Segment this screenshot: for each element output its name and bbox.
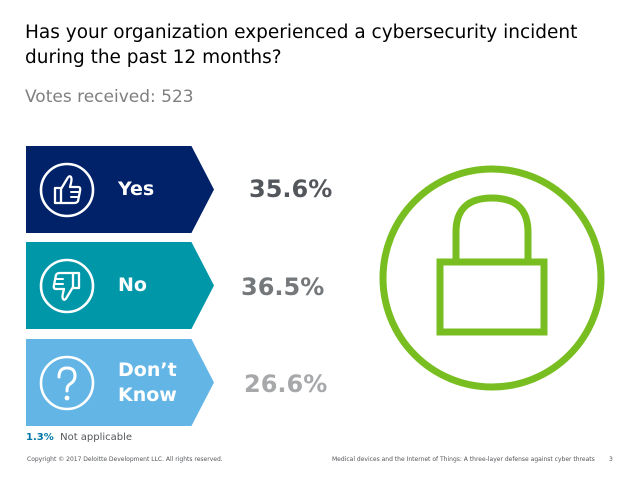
footer-title: Medical devices and the Internet of Thin… [332, 456, 595, 463]
thumbs-down-icon [39, 258, 95, 314]
answer-dont-know-line1: Don’t [118, 359, 177, 381]
answer-yes-chevron: Yes [26, 146, 214, 233]
answer-dont-know-label: Don’t Know [118, 358, 177, 408]
answer-no-chevron: No [26, 242, 214, 329]
answer-yes-value: 35.6% [249, 175, 333, 203]
answer-yes-label: Yes [118, 178, 155, 200]
not-applicable-note: 1.3% Not applicable [26, 432, 132, 443]
thumbs-up-icon [39, 162, 95, 218]
answer-dont-know-value: 26.6% [244, 370, 328, 398]
answer-dont-know-chevron: Don’t Know [26, 339, 214, 426]
padlock-icon [379, 165, 605, 391]
not-applicable-label: Not applicable [60, 432, 133, 443]
answer-no-label: No [118, 274, 147, 296]
question-mark-icon [39, 355, 95, 411]
page-title: Has your organization experienced a cybe… [25, 22, 578, 68]
page-number: 3 [609, 456, 613, 463]
footer-copyright: Copyright © 2017 Deloitte Development LL… [27, 456, 223, 463]
answer-no-value: 36.5% [241, 273, 325, 301]
answer-dont-know-line2: Know [118, 384, 177, 406]
votes-received: Votes received: 523 [25, 87, 194, 107]
not-applicable-value: 1.3% [26, 432, 54, 443]
